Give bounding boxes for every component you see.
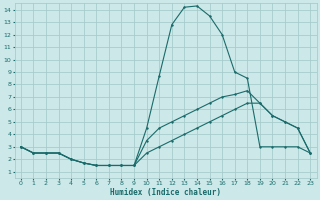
X-axis label: Humidex (Indice chaleur): Humidex (Indice chaleur) [110,188,221,197]
